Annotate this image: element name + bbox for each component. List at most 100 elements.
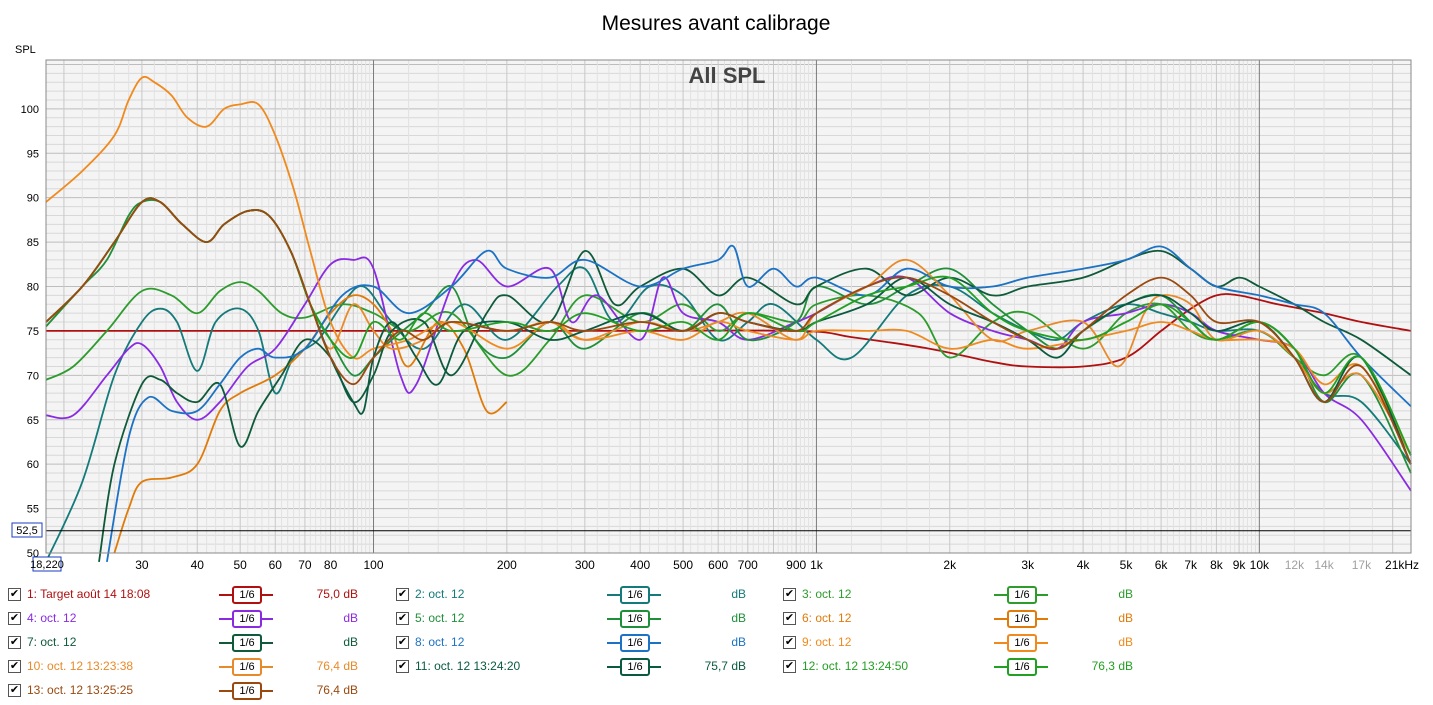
- legend-label: 3: oct. 12: [802, 587, 852, 601]
- legend-smoothing-label: 1/6: [232, 658, 262, 676]
- legend-value: dB: [343, 611, 358, 625]
- legend-item: ✔ 1: Target août 14 18:08 1/6 75,0 dB: [8, 585, 388, 605]
- x-tick-label: 30: [135, 558, 149, 572]
- legend-smoothing-button[interactable]: 1/6: [219, 610, 273, 628]
- legend-smoothing-button[interactable]: 1/6: [607, 634, 661, 652]
- legend-value: 75,0 dB: [316, 587, 358, 601]
- x-tick-label: 21kHz: [1385, 558, 1419, 572]
- x-start-label[interactable]: 18,220: [30, 556, 64, 572]
- series-line-13[interactable]: [45, 197, 1412, 465]
- cursor-y-label[interactable]: 52,5: [11, 522, 43, 538]
- y-tick-label: 100: [21, 104, 39, 116]
- legend-checkbox[interactable]: ✔: [783, 636, 796, 649]
- y-tick-label: 80: [27, 282, 39, 294]
- legend-value: dB: [731, 587, 746, 601]
- legend-checkbox[interactable]: ✔: [396, 636, 409, 649]
- x-tick-label: 300: [575, 558, 595, 572]
- legend-smoothing-label: 1/6: [1007, 610, 1037, 628]
- legend-smoothing-button[interactable]: 1/6: [994, 610, 1048, 628]
- y-tick-label: 60: [27, 459, 39, 471]
- x-tick-label: 17k: [1352, 558, 1372, 572]
- legend-item: ✔ 5: oct. 12 1/6 dB: [396, 609, 776, 629]
- x-start-value: 18,220: [30, 559, 64, 571]
- series-line-2[interactable]: [45, 266, 1412, 563]
- legend-smoothing-button[interactable]: 1/6: [607, 658, 661, 676]
- plot-area[interactable]: [45, 59, 1412, 563]
- plot-border: [45, 59, 1412, 554]
- y-tick-label: 65: [27, 415, 39, 427]
- legend-smoothing-label: 1/6: [620, 586, 650, 604]
- legend-item: ✔ 9: oct. 12 1/6 dB: [783, 633, 1163, 653]
- legend-checkbox[interactable]: ✔: [8, 636, 21, 649]
- legend-item: ✔ 11: oct. 12 13:24:20 1/6 75,7 dB: [396, 657, 776, 677]
- x-tick-label: 200: [497, 558, 517, 572]
- legend-checkbox[interactable]: ✔: [8, 612, 21, 625]
- legend-checkbox[interactable]: ✔: [783, 660, 796, 673]
- legend-label: 5: oct. 12: [415, 611, 465, 625]
- legend-smoothing-label: 1/6: [620, 658, 650, 676]
- legend-smoothing-button[interactable]: 1/6: [994, 658, 1048, 676]
- x-tick-label: 900: [786, 558, 806, 572]
- x-tick-label: 5k: [1120, 558, 1134, 572]
- legend-label: 1: Target août 14 18:08: [27, 587, 151, 601]
- series-line-4[interactable]: [45, 256, 1412, 492]
- x-tick-label: 1k: [810, 558, 824, 572]
- legend-checkbox[interactable]: ✔: [783, 588, 796, 601]
- legend-smoothing-label: 1/6: [232, 634, 262, 652]
- legend-smoothing-button[interactable]: 1/6: [607, 586, 661, 604]
- x-tick-label: 50: [234, 558, 248, 572]
- legend-item: ✔ 10: oct. 12 13:23:38 1/6 76,4 dB: [8, 657, 388, 677]
- legend-value: 76,4 dB: [316, 659, 358, 673]
- legend-smoothing-label: 1/6: [1007, 586, 1037, 604]
- x-tick-label: 14k: [1314, 558, 1334, 572]
- chart-title: Mesures avant calibrage: [602, 12, 831, 35]
- legend-smoothing-button[interactable]: 1/6: [219, 682, 273, 700]
- legend-smoothing-button[interactable]: 1/6: [219, 658, 273, 676]
- legend-item: ✔ 3: oct. 12 1/6 dB: [783, 585, 1163, 605]
- legend-checkbox[interactable]: ✔: [8, 588, 21, 601]
- x-tick-label: 40: [191, 558, 205, 572]
- legend-smoothing-button[interactable]: 1/6: [607, 610, 661, 628]
- legend-label: 10: oct. 12 13:23:38: [27, 659, 134, 673]
- legend-label: 11: oct. 12 13:24:20: [415, 659, 521, 673]
- legend-smoothing-button[interactable]: 1/6: [994, 634, 1048, 652]
- legend-value: dB: [731, 611, 746, 625]
- x-tick-label: 80: [324, 558, 338, 572]
- legend-value: dB: [731, 635, 746, 649]
- legend-label: 4: oct. 12: [27, 611, 77, 625]
- legend-checkbox[interactable]: ✔: [8, 684, 21, 697]
- x-tick-label: 12k: [1285, 558, 1305, 572]
- series-line-8[interactable]: [106, 244, 1412, 563]
- frequency-response-chart[interactable]: Mesures avant calibrage SPL All SPL 100 9…: [0, 0, 1433, 582]
- x-tick-label: 7k: [1184, 558, 1198, 572]
- legend-checkbox[interactable]: ✔: [396, 588, 409, 601]
- legend-value: dB: [343, 635, 358, 649]
- series-line-1[interactable]: [45, 293, 1412, 369]
- legend-checkbox[interactable]: ✔: [396, 660, 409, 673]
- legend-checkbox[interactable]: ✔: [396, 612, 409, 625]
- legend-checkbox[interactable]: ✔: [8, 660, 21, 673]
- legend-item: ✔ 13: oct. 12 13:25:25 1/6 76,4 dB: [8, 681, 388, 701]
- x-tick-label: 100: [363, 558, 383, 572]
- legend-label: 8: oct. 12: [415, 635, 465, 649]
- legend-smoothing-button[interactable]: 1/6: [219, 586, 273, 604]
- legend-label: 9: oct. 12: [802, 635, 852, 649]
- legend-label: 12: oct. 12 13:24:50: [802, 659, 909, 673]
- x-tick-label: 8k: [1210, 558, 1224, 572]
- legend-label: 7: oct. 12: [27, 635, 77, 649]
- legend-checkbox[interactable]: ✔: [783, 612, 796, 625]
- legend-smoothing-button[interactable]: 1/6: [994, 586, 1048, 604]
- legend-smoothing-button[interactable]: 1/6: [219, 634, 273, 652]
- x-tick-label: 60: [269, 558, 283, 572]
- x-tick-label: 2k: [943, 558, 957, 572]
- legend-value: dB: [1118, 587, 1133, 601]
- x-tick-label: 500: [673, 558, 693, 572]
- legend-smoothing-label: 1/6: [232, 682, 262, 700]
- x-tick-label: 400: [630, 558, 650, 572]
- y-tick-label: 75: [27, 326, 39, 338]
- series-line-9[interactable]: [45, 75, 1412, 456]
- x-tick-label: 9k: [1233, 558, 1247, 572]
- y-axis-label: SPL: [15, 44, 36, 56]
- legend-smoothing-label: 1/6: [1007, 634, 1037, 652]
